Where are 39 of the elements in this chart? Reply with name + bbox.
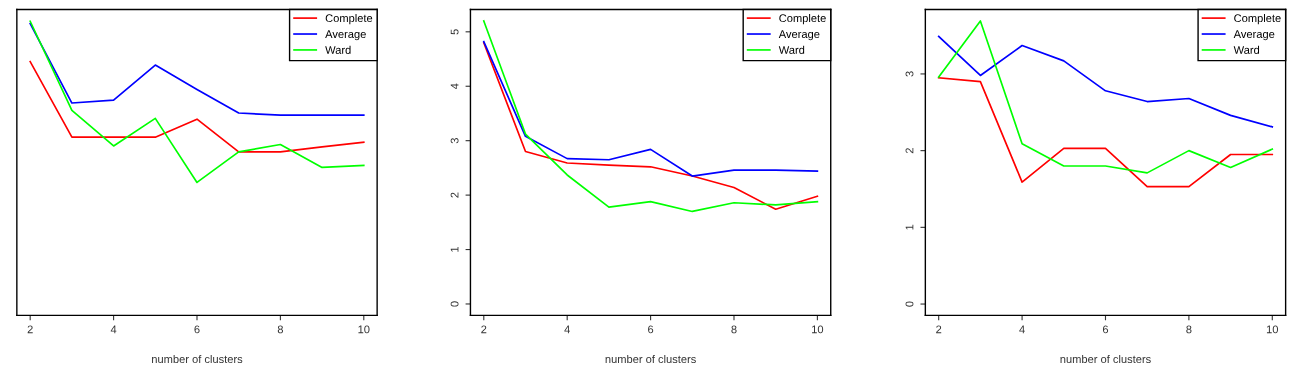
x-tick-label: 2: [481, 325, 487, 334]
y-tick-label: 2: [450, 192, 459, 198]
x-axis-title: number of clusters: [605, 354, 696, 364]
x-tick-label: 4: [110, 325, 117, 334]
legend-label: Complete: [325, 13, 373, 25]
legend-label: Average: [778, 30, 820, 41]
legend-label: Complete: [1234, 13, 1281, 25]
line-series: [937, 76, 1274, 188]
x-tick-label: 10: [358, 325, 370, 334]
legend-label: Average: [325, 30, 366, 41]
legend-label: Ward: [1233, 45, 1260, 54]
x-tick-label: 8: [277, 325, 283, 334]
y-tick-label: 3: [450, 138, 459, 144]
x-tick-label: 4: [1019, 325, 1025, 334]
x-tick-label: 6: [194, 325, 200, 334]
x-tick-label: 10: [812, 325, 824, 334]
y-tick-label: 1: [450, 246, 459, 252]
legend-label: Complete: [779, 13, 826, 25]
y-tick-label: 0: [450, 301, 459, 307]
x-tick-label: 2: [936, 325, 942, 334]
line-series: [482, 40, 819, 177]
x-tick-label: 10: [1266, 325, 1279, 334]
legend-label: Ward: [778, 45, 805, 54]
legend-label: Ward: [325, 45, 351, 54]
y-tick-label: 5: [450, 29, 459, 35]
y-tick-label: 1: [905, 224, 914, 230]
x-tick-label: 6: [1102, 325, 1109, 334]
x-tick-label: 2: [27, 325, 33, 334]
y-tick-label: 0: [905, 301, 914, 307]
y-tick-label: 4: [450, 83, 459, 90]
y-tick-label: 2: [905, 148, 914, 154]
x-tick-label: 8: [1186, 325, 1192, 334]
x-tick-label: 6: [648, 325, 654, 334]
x-tick-label: 4: [564, 325, 570, 334]
x-axis-title: number of clusters: [1060, 354, 1151, 364]
x-axis-title: number of clusters: [152, 354, 243, 364]
x-tick-label: 8: [731, 325, 737, 334]
y-tick-label: 3: [905, 71, 914, 77]
legend-label: Average: [1233, 30, 1275, 41]
